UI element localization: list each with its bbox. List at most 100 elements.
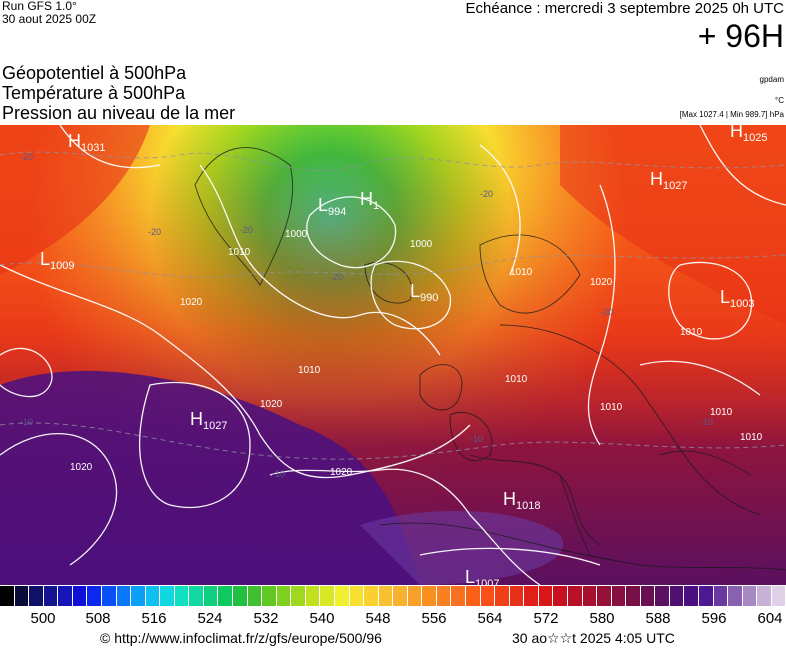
isobar-label: 1000 [410, 239, 433, 250]
colorbar-swatch [611, 586, 627, 606]
colorbar-labels: 500 508 516 524 532 540 548 556 564 572 … [0, 610, 786, 628]
colorbar-swatch [29, 586, 44, 606]
pressure-center-low: L1009 [40, 249, 75, 272]
colorbar-swatch [233, 586, 248, 606]
colorbar-swatch [713, 586, 729, 606]
temperature-label: -10 [700, 417, 713, 427]
colorbar-label: 540 [309, 610, 335, 627]
colorbar-swatch [174, 586, 190, 606]
footer-source-link[interactable]: © http://www.infoclimat.fr/z/gfs/europe/… [100, 630, 382, 646]
isobar-label: 1010 [680, 327, 703, 338]
colorbar-swatch [378, 586, 394, 606]
colorbar-swatch [684, 586, 699, 606]
colorbar-swatch [305, 586, 321, 606]
colorbar-label: 524 [197, 610, 223, 627]
colorbar-label: 572 [533, 610, 559, 627]
colorbar-label: 548 [365, 610, 391, 627]
colorbar-swatch [291, 586, 306, 606]
isobar-label: 1020 [70, 462, 93, 473]
colorbar-swatch [582, 586, 598, 606]
colorbar-swatch [87, 586, 102, 606]
colorbar-swatch [72, 586, 88, 606]
colorbar-swatch [466, 586, 481, 606]
colorbar-swatch [626, 586, 641, 606]
isobar-label: 1020 [590, 277, 613, 288]
colorbar-swatch [218, 586, 233, 606]
colorbar-label: 516 [141, 610, 167, 627]
colorbar-swatch [101, 586, 117, 606]
colorbar-label: 596 [701, 610, 727, 627]
colorbar-swatch [116, 586, 132, 606]
pressure-center-low: L990 [410, 281, 438, 304]
temperature-label: -20 [148, 227, 161, 237]
pressure-center-high: H1027 [190, 409, 227, 432]
colorbar-swatch [538, 586, 554, 606]
colorbar-swatch [553, 586, 568, 606]
colorbar-label: 564 [477, 610, 503, 627]
colorbar-swatch [203, 586, 219, 606]
colorbar-swatch [422, 586, 437, 606]
layer-title-geopotential: Géopotentiel à 500hPa [2, 63, 187, 83]
isobar-label: 1020 [180, 297, 203, 308]
colorbar-swatch [276, 586, 292, 606]
colorbar-label: 580 [589, 610, 615, 627]
colorbar [0, 586, 786, 606]
footer-generated-time: 30 ao☆☆t 2025 4:05 UTC [512, 630, 675, 646]
isobar-label: 1010 [740, 432, 763, 443]
colorbar-swatch [262, 586, 277, 606]
colorbar-label: 532 [253, 610, 279, 627]
colorbar-swatch [524, 586, 539, 606]
colorbar-swatch [14, 586, 30, 606]
pressure-center-high: H1031 [68, 131, 105, 154]
colorbar-swatch [509, 586, 525, 606]
pressure-center-high: H1 [360, 189, 379, 212]
unit-temperature: °C [775, 96, 784, 105]
weather-map[interactable]: H1031 H1025 H1027 L994 H1 L1009 L990 L1003 H1027… [0, 125, 786, 585]
run-model-label: Run GFS 1.0° [2, 0, 77, 13]
colorbar-swatch [669, 586, 685, 606]
isobar-label: 1000 [285, 229, 308, 240]
colorbar-swatch [160, 586, 175, 606]
colorbar-swatch [43, 586, 59, 606]
colorbar-swatch [480, 586, 496, 606]
pressure-center-high: H1018 [503, 489, 540, 512]
temperature-label: -10 [272, 469, 285, 479]
temperature-label: -10 [470, 434, 483, 444]
colorbar-swatch [655, 586, 670, 606]
isobar-label: 1010 [298, 365, 321, 376]
colorbar-swatch [393, 586, 408, 606]
temperature-label: -20 [240, 225, 253, 235]
isobar-label: 1010 [710, 407, 733, 418]
colorbar-swatch [247, 586, 263, 606]
temperature-label: -20 [330, 272, 343, 282]
colorbar-swatch [699, 586, 714, 606]
pressure-center-high: H1025 [730, 125, 767, 144]
colorbar-swatch [742, 586, 758, 606]
colorbar-swatch [771, 586, 786, 606]
pressure-center-low: L994 [318, 195, 346, 218]
temperature-label: -20 [480, 189, 493, 199]
pressure-center-low: L1007 [465, 567, 500, 585]
isobar-label: 1010 [510, 267, 533, 278]
colorbar-label: 508 [85, 610, 111, 627]
pressure-center-high: H1027 [650, 169, 687, 192]
isobar-label: 1020 [260, 399, 283, 410]
colorbar-swatch [0, 586, 15, 606]
layer-title-pressure: Pression au niveau de la mer [2, 103, 236, 123]
colorbar-swatch [597, 586, 612, 606]
run-date-label: 30 aout 2025 00Z [2, 12, 97, 26]
colorbar-label: 556 [421, 610, 447, 627]
temperature-label: -20 [600, 307, 613, 317]
colorbar-swatch [640, 586, 656, 606]
isobar-label: 1010 [600, 402, 623, 413]
colorbar-swatch [189, 586, 204, 606]
temperature-label: -20 [20, 152, 33, 162]
colorbar-swatch [349, 586, 365, 606]
isobar-label: 1010 [228, 247, 251, 258]
layer-title-temperature: Température à 500hPa [2, 83, 186, 103]
colorbar-swatch [364, 586, 379, 606]
colorbar-swatch [58, 586, 73, 606]
colorbar-label: 588 [645, 610, 671, 627]
isobar-label: 1010 [505, 374, 528, 385]
temperature-label: -10 [20, 417, 33, 427]
